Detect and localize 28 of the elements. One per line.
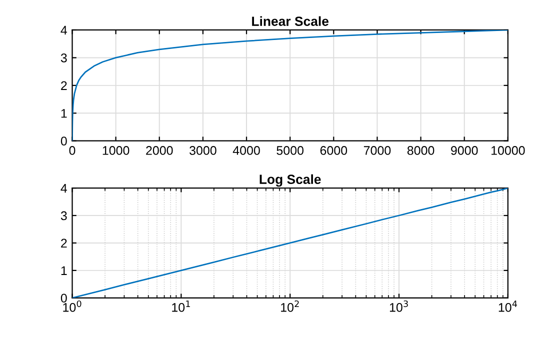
x-tick-label: 10$^{2}$ [281,300,299,312]
y-tick-label: 2 [61,81,67,90]
x-tick-label: 10000 [491,146,525,155]
y-tick-label: 2 [61,238,67,248]
chart-title: Log Scale [260,174,321,187]
y-tick-label: 1 [61,266,67,275]
y-tick-label: 3 [60,211,67,220]
x-tick-label: 4000 [232,146,260,155]
y-tick-label: 3 [60,54,67,62]
chart-title: Linear Scale [252,16,329,26]
y-tick-label: 0 [60,136,67,146]
y-tick-label: 4 [60,184,68,193]
x-tick-label: 9000 [451,146,478,155]
x-tick-label: 10$^{4}$ [498,300,518,312]
x-tick-label: 7000 [364,146,391,155]
x-tick-label: 8000 [407,146,434,155]
y-tick-label: 4 [60,26,68,35]
x-tick-label: 0 [69,146,76,155]
line-series [72,30,508,141]
x-tick-label: 6000 [320,146,348,155]
x-tick-label: 10$^{1}$ [172,300,190,312]
y-tick-label: 0 [60,294,67,303]
x-tick-label: 10$^{3}$ [390,300,408,312]
x-tick-label: 3000 [190,146,216,155]
y-tick-label: 1 [61,109,67,118]
x-tick-label: 2000 [146,146,173,155]
x-tick-label: 5000 [276,146,304,155]
x-tick-label: 1000 [102,146,130,155]
